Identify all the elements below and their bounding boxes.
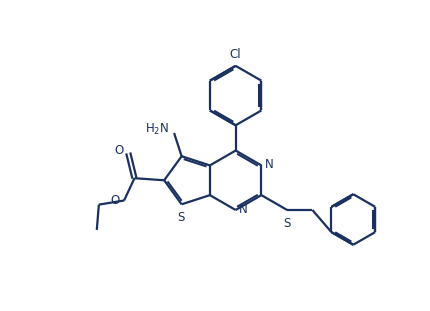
Text: S: S — [177, 211, 184, 224]
Text: N: N — [265, 158, 273, 171]
Text: Cl: Cl — [230, 48, 242, 61]
Text: N: N — [239, 203, 248, 216]
Text: S: S — [283, 217, 291, 230]
Text: H$_2$N: H$_2$N — [145, 122, 169, 137]
Text: O: O — [110, 194, 119, 207]
Text: O: O — [115, 144, 124, 157]
